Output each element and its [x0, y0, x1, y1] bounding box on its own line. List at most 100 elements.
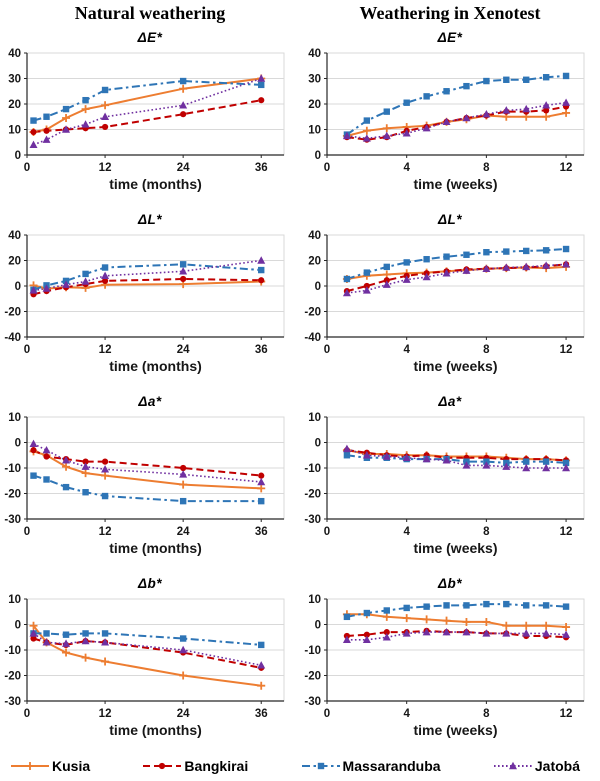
- svg-text:-10: -10: [4, 463, 21, 475]
- chart-cell-natural-delta-e: ΔE* 0 10 20 30 40 0 12 24 36 time (months): [0, 26, 300, 208]
- svg-text:0: 0: [315, 281, 321, 293]
- column-title-xenotest: Weathering in Xenotest: [359, 3, 541, 23]
- chart-title-natural-delta-l: ΔL*: [137, 212, 163, 227]
- svg-text:-20: -20: [304, 307, 321, 319]
- svg-text:-10: -10: [304, 463, 321, 475]
- svg-text:8: 8: [483, 708, 490, 720]
- svg-text:12: 12: [99, 344, 112, 356]
- chart-natural-delta-a: -30 -20 -10 0 10 0 12 24 36 time (months): [4, 412, 285, 556]
- svg-text:-30: -30: [4, 514, 21, 526]
- svg-text:0: 0: [15, 150, 21, 162]
- svg-text:0: 0: [24, 162, 30, 174]
- svg-text:12: 12: [560, 526, 573, 538]
- svg-text:0: 0: [324, 162, 330, 174]
- svg-text:0: 0: [15, 620, 21, 632]
- svg-text:10: 10: [308, 125, 321, 137]
- svg-text:0: 0: [315, 438, 321, 450]
- svg-text:10: 10: [308, 412, 321, 424]
- chart-cell-natural-delta-l: ΔL* -40 -20 0 20 40 0 12 24 36 time (months): [0, 208, 300, 390]
- svg-text:4: 4: [403, 526, 410, 538]
- legend-label-massaranduba: Massaranduba: [342, 757, 441, 774]
- svg-text:0: 0: [315, 620, 321, 632]
- svg-text:40: 40: [8, 230, 21, 242]
- row-delta-a: Δa* -30 -20 -10 0 10 0 12 24 36 time (months) Δa*…: [0, 390, 600, 572]
- svg-text:time (weeks): time (weeks): [413, 722, 497, 738]
- svg-text:4: 4: [403, 162, 410, 174]
- svg-text:12: 12: [99, 708, 112, 720]
- svg-text:40: 40: [308, 48, 321, 60]
- svg-text:0: 0: [324, 526, 330, 538]
- svg-text:0: 0: [324, 708, 330, 720]
- chart-xenotest-delta-l: -40 -20 0 20 40 0 4 8 12 time (weeks): [304, 230, 585, 374]
- legend-label-bangkirai: Bangkirai: [184, 757, 249, 774]
- chart-title-xenotest-delta-e: ΔE*: [437, 30, 463, 45]
- chart-title-natural-delta-b: Δb*: [137, 576, 163, 591]
- svg-text:-10: -10: [4, 645, 21, 657]
- svg-text:0: 0: [315, 150, 321, 162]
- chart-cell-xenotest-delta-e: ΔE* 0 10 20 30 40 0 4 8 12 time (weeks): [300, 26, 600, 208]
- svg-text:30: 30: [308, 74, 321, 86]
- svg-text:-20: -20: [4, 489, 21, 501]
- chart-xenotest-delta-a: -30 -20 -10 0 10 0 4 8 12 time (weeks): [304, 412, 585, 556]
- svg-text:0: 0: [15, 281, 21, 293]
- svg-text:-20: -20: [4, 307, 21, 319]
- svg-text:-30: -30: [304, 696, 321, 708]
- row-delta-l: ΔL* -40 -20 0 20 40 0 12 24 36 time (months) ΔL* …: [0, 208, 600, 390]
- legend-item-kusia: Kusia: [10, 758, 90, 774]
- svg-text:36: 36: [255, 526, 268, 538]
- svg-text:24: 24: [177, 344, 190, 356]
- svg-text:8: 8: [483, 162, 490, 174]
- svg-text:-40: -40: [4, 332, 21, 344]
- chart-xenotest-delta-e: 0 10 20 30 40 0 4 8 12 time (weeks): [308, 48, 585, 192]
- svg-text:10: 10: [308, 594, 321, 606]
- jatoba-line-sample-icon: [493, 761, 532, 769]
- chart-cell-xenotest-delta-l: ΔL* -40 -20 0 20 40 0 4 8 12 time (weeks): [300, 208, 600, 390]
- svg-text:time (months): time (months): [109, 540, 202, 556]
- svg-text:8: 8: [483, 526, 490, 538]
- chart-title-xenotest-delta-l: ΔL*: [437, 212, 463, 227]
- legend-label-jatoba: Jatobá: [534, 757, 580, 774]
- chart-natural-delta-b: -30 -20 -10 0 10 0 12 24 36 time (months): [4, 594, 285, 738]
- svg-text:40: 40: [308, 230, 321, 242]
- svg-text:-10: -10: [304, 645, 321, 657]
- svg-text:time (months): time (months): [109, 358, 202, 374]
- svg-text:12: 12: [560, 162, 573, 174]
- chart-title-natural-delta-e: ΔE*: [137, 30, 163, 45]
- svg-text:-20: -20: [304, 489, 321, 501]
- svg-text:20: 20: [308, 99, 321, 111]
- svg-text:-20: -20: [304, 671, 321, 683]
- svg-text:time (weeks): time (weeks): [413, 358, 497, 374]
- svg-text:0: 0: [24, 708, 30, 720]
- svg-text:20: 20: [8, 99, 21, 111]
- legend: Kusia Bangkirai Massaranduba Jatobá: [0, 754, 600, 781]
- svg-text:-20: -20: [4, 671, 21, 683]
- chart-title-natural-delta-a: Δa*: [138, 394, 162, 409]
- chart-cell-xenotest-delta-a: Δa* -30 -20 -10 0 10 0 4 8 12 time (weeks): [300, 390, 600, 572]
- svg-text:40: 40: [8, 48, 21, 60]
- column-title-natural: Natural weathering: [74, 3, 226, 23]
- row-delta-b: Δb* -30 -20 -10 0 10 0 12 24 36 time (months) Δb*…: [0, 572, 600, 754]
- svg-text:36: 36: [255, 162, 268, 174]
- svg-text:30: 30: [8, 74, 21, 86]
- svg-text:0: 0: [24, 344, 30, 356]
- svg-text:20: 20: [8, 256, 21, 268]
- svg-text:4: 4: [403, 344, 410, 356]
- svg-text:10: 10: [8, 594, 21, 606]
- column-headers: Natural weathering Weathering in Xenotes…: [0, 0, 600, 26]
- svg-text:12: 12: [99, 526, 112, 538]
- svg-text:time (weeks): time (weeks): [413, 176, 497, 192]
- legend-item-massaranduba: Massaranduba: [301, 758, 441, 774]
- svg-text:-30: -30: [304, 514, 321, 526]
- svg-text:12: 12: [560, 344, 573, 356]
- svg-text:20: 20: [308, 256, 321, 268]
- svg-text:-40: -40: [304, 332, 321, 344]
- svg-text:10: 10: [8, 412, 21, 424]
- kusia-line-sample-icon: [11, 761, 49, 770]
- svg-text:time (months): time (months): [109, 722, 202, 738]
- chart-xenotest-delta-b: -30 -20 -10 0 10 0 4 8 12 time (weeks): [304, 594, 585, 738]
- svg-text:24: 24: [177, 162, 190, 174]
- svg-text:0: 0: [15, 438, 21, 450]
- chart-natural-delta-l: -40 -20 0 20 40 0 12 24 36 time (months): [4, 230, 285, 374]
